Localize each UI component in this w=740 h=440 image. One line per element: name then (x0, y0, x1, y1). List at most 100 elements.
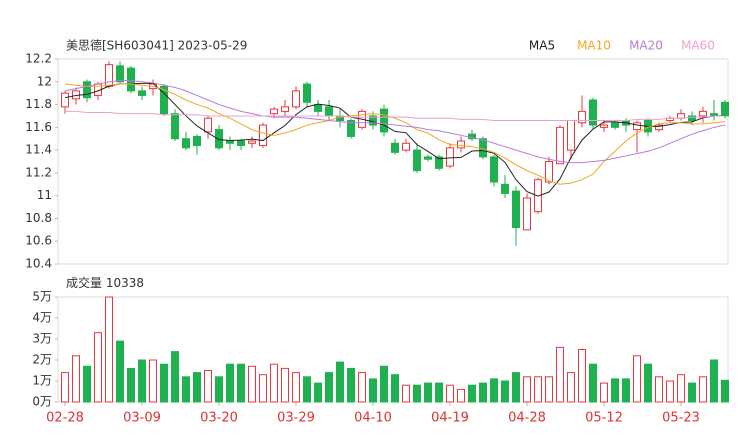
x-tick-label: 05-12 (585, 411, 623, 426)
candle-body (457, 140, 465, 149)
candle-body (182, 138, 190, 149)
candle-body (215, 129, 223, 149)
volume-bar (204, 370, 212, 403)
candle-body (281, 106, 289, 112)
candle-body (105, 64, 113, 87)
candle-body (611, 122, 619, 128)
candle-body (523, 197, 531, 231)
legend-entry: MA5 (529, 39, 555, 53)
y-tick-label: 11.4 (25, 143, 52, 157)
volume-bar (336, 361, 344, 403)
x-tick-label: 05-23 (662, 411, 700, 426)
x-tick-label: 03-20 (200, 411, 238, 426)
volume-bar (468, 384, 476, 403)
volume-bar (160, 363, 168, 403)
volume-bar (523, 376, 531, 403)
candle-body (699, 110, 707, 117)
volume-bar (457, 388, 465, 403)
volume-bar (534, 376, 542, 403)
candle-body (303, 83, 311, 103)
legend-entry: MA20 (629, 39, 663, 53)
candle-body (413, 149, 421, 172)
candle-body (226, 140, 234, 144)
volume-bar (578, 349, 586, 403)
volume-bar (314, 382, 322, 403)
volume-bar (237, 363, 245, 403)
y-tick-label: 0万 (32, 395, 52, 409)
candle-body (490, 156, 498, 183)
volume-bar (545, 376, 553, 403)
volume-bar (688, 382, 696, 403)
volume-bar (644, 363, 652, 403)
candle-body (347, 120, 355, 137)
volume-bar (281, 367, 289, 403)
volume-bar (380, 365, 388, 403)
ma-line (64, 82, 726, 197)
volume-bar (567, 372, 575, 403)
volume-bar (424, 382, 432, 403)
candle-body (567, 120, 575, 151)
candle-body (83, 81, 91, 99)
candle-body (61, 92, 69, 108)
candle-body (556, 126, 564, 165)
candle-body (402, 142, 410, 151)
candle-body (138, 90, 146, 96)
y-tick-label: 12 (37, 74, 52, 88)
volume-bar (248, 365, 256, 403)
volume-bar (215, 376, 223, 403)
candle-body (270, 108, 278, 115)
volume-bar (721, 379, 729, 403)
volume-bar (413, 384, 421, 403)
volume-bar (633, 355, 641, 403)
volume-title: 成交量 10338 (66, 275, 144, 290)
candle-body (292, 90, 300, 108)
volume-bar (589, 363, 597, 403)
candle-body (127, 67, 135, 92)
x-tick-label: 04-28 (508, 411, 546, 426)
ma-line (64, 83, 726, 185)
legend-entry: MA60 (681, 39, 715, 53)
y-tick-label: 3万 (32, 332, 52, 346)
candle-body (193, 135, 201, 147)
volume-bar (666, 380, 674, 403)
candle-body (435, 156, 443, 169)
candle-body (633, 122, 641, 131)
volume-bar (479, 382, 487, 403)
candle-body (204, 117, 212, 133)
volume-bar (138, 359, 146, 403)
volume-last: 10338 (106, 276, 144, 290)
x-tick-label: 04-19 (431, 411, 469, 426)
candle-body (424, 156, 432, 160)
candle-body (446, 147, 454, 167)
candle-body (501, 183, 509, 194)
candle-body (259, 124, 267, 147)
volume-bar (149, 359, 157, 403)
volume-bar (193, 372, 201, 403)
volume-label: 成交量 (66, 275, 102, 290)
candle-body (545, 161, 553, 183)
volume-bar (402, 384, 410, 403)
y-tick-label: 5万 (32, 290, 52, 304)
volume-bar (435, 382, 443, 403)
candle-body (116, 65, 124, 83)
candle-body (688, 115, 696, 121)
y-tick-label: 10.8 (25, 211, 52, 225)
x-tick-label: 02-28 (46, 411, 84, 426)
volume-bar (677, 374, 685, 403)
candle-body (237, 140, 245, 147)
volume-bar (72, 355, 80, 403)
chart-title: 美思德[SH603041] 2023-05-29 (66, 38, 247, 53)
volume-bar (501, 380, 509, 403)
volume-bar (270, 363, 278, 403)
volume-bar (490, 378, 498, 403)
volume-bar (226, 363, 234, 403)
ma-line (65, 110, 725, 121)
volume-bar (600, 382, 608, 403)
price-frame (57, 58, 729, 265)
legend-entry: MA10 (577, 39, 611, 53)
y-tick-label: 10.6 (25, 234, 52, 248)
y-tick-label: 10.4 (25, 257, 52, 271)
x-tick-label: 03-09 (123, 411, 161, 426)
candle-body (512, 190, 520, 229)
y-tick-label: 11.2 (25, 165, 52, 179)
